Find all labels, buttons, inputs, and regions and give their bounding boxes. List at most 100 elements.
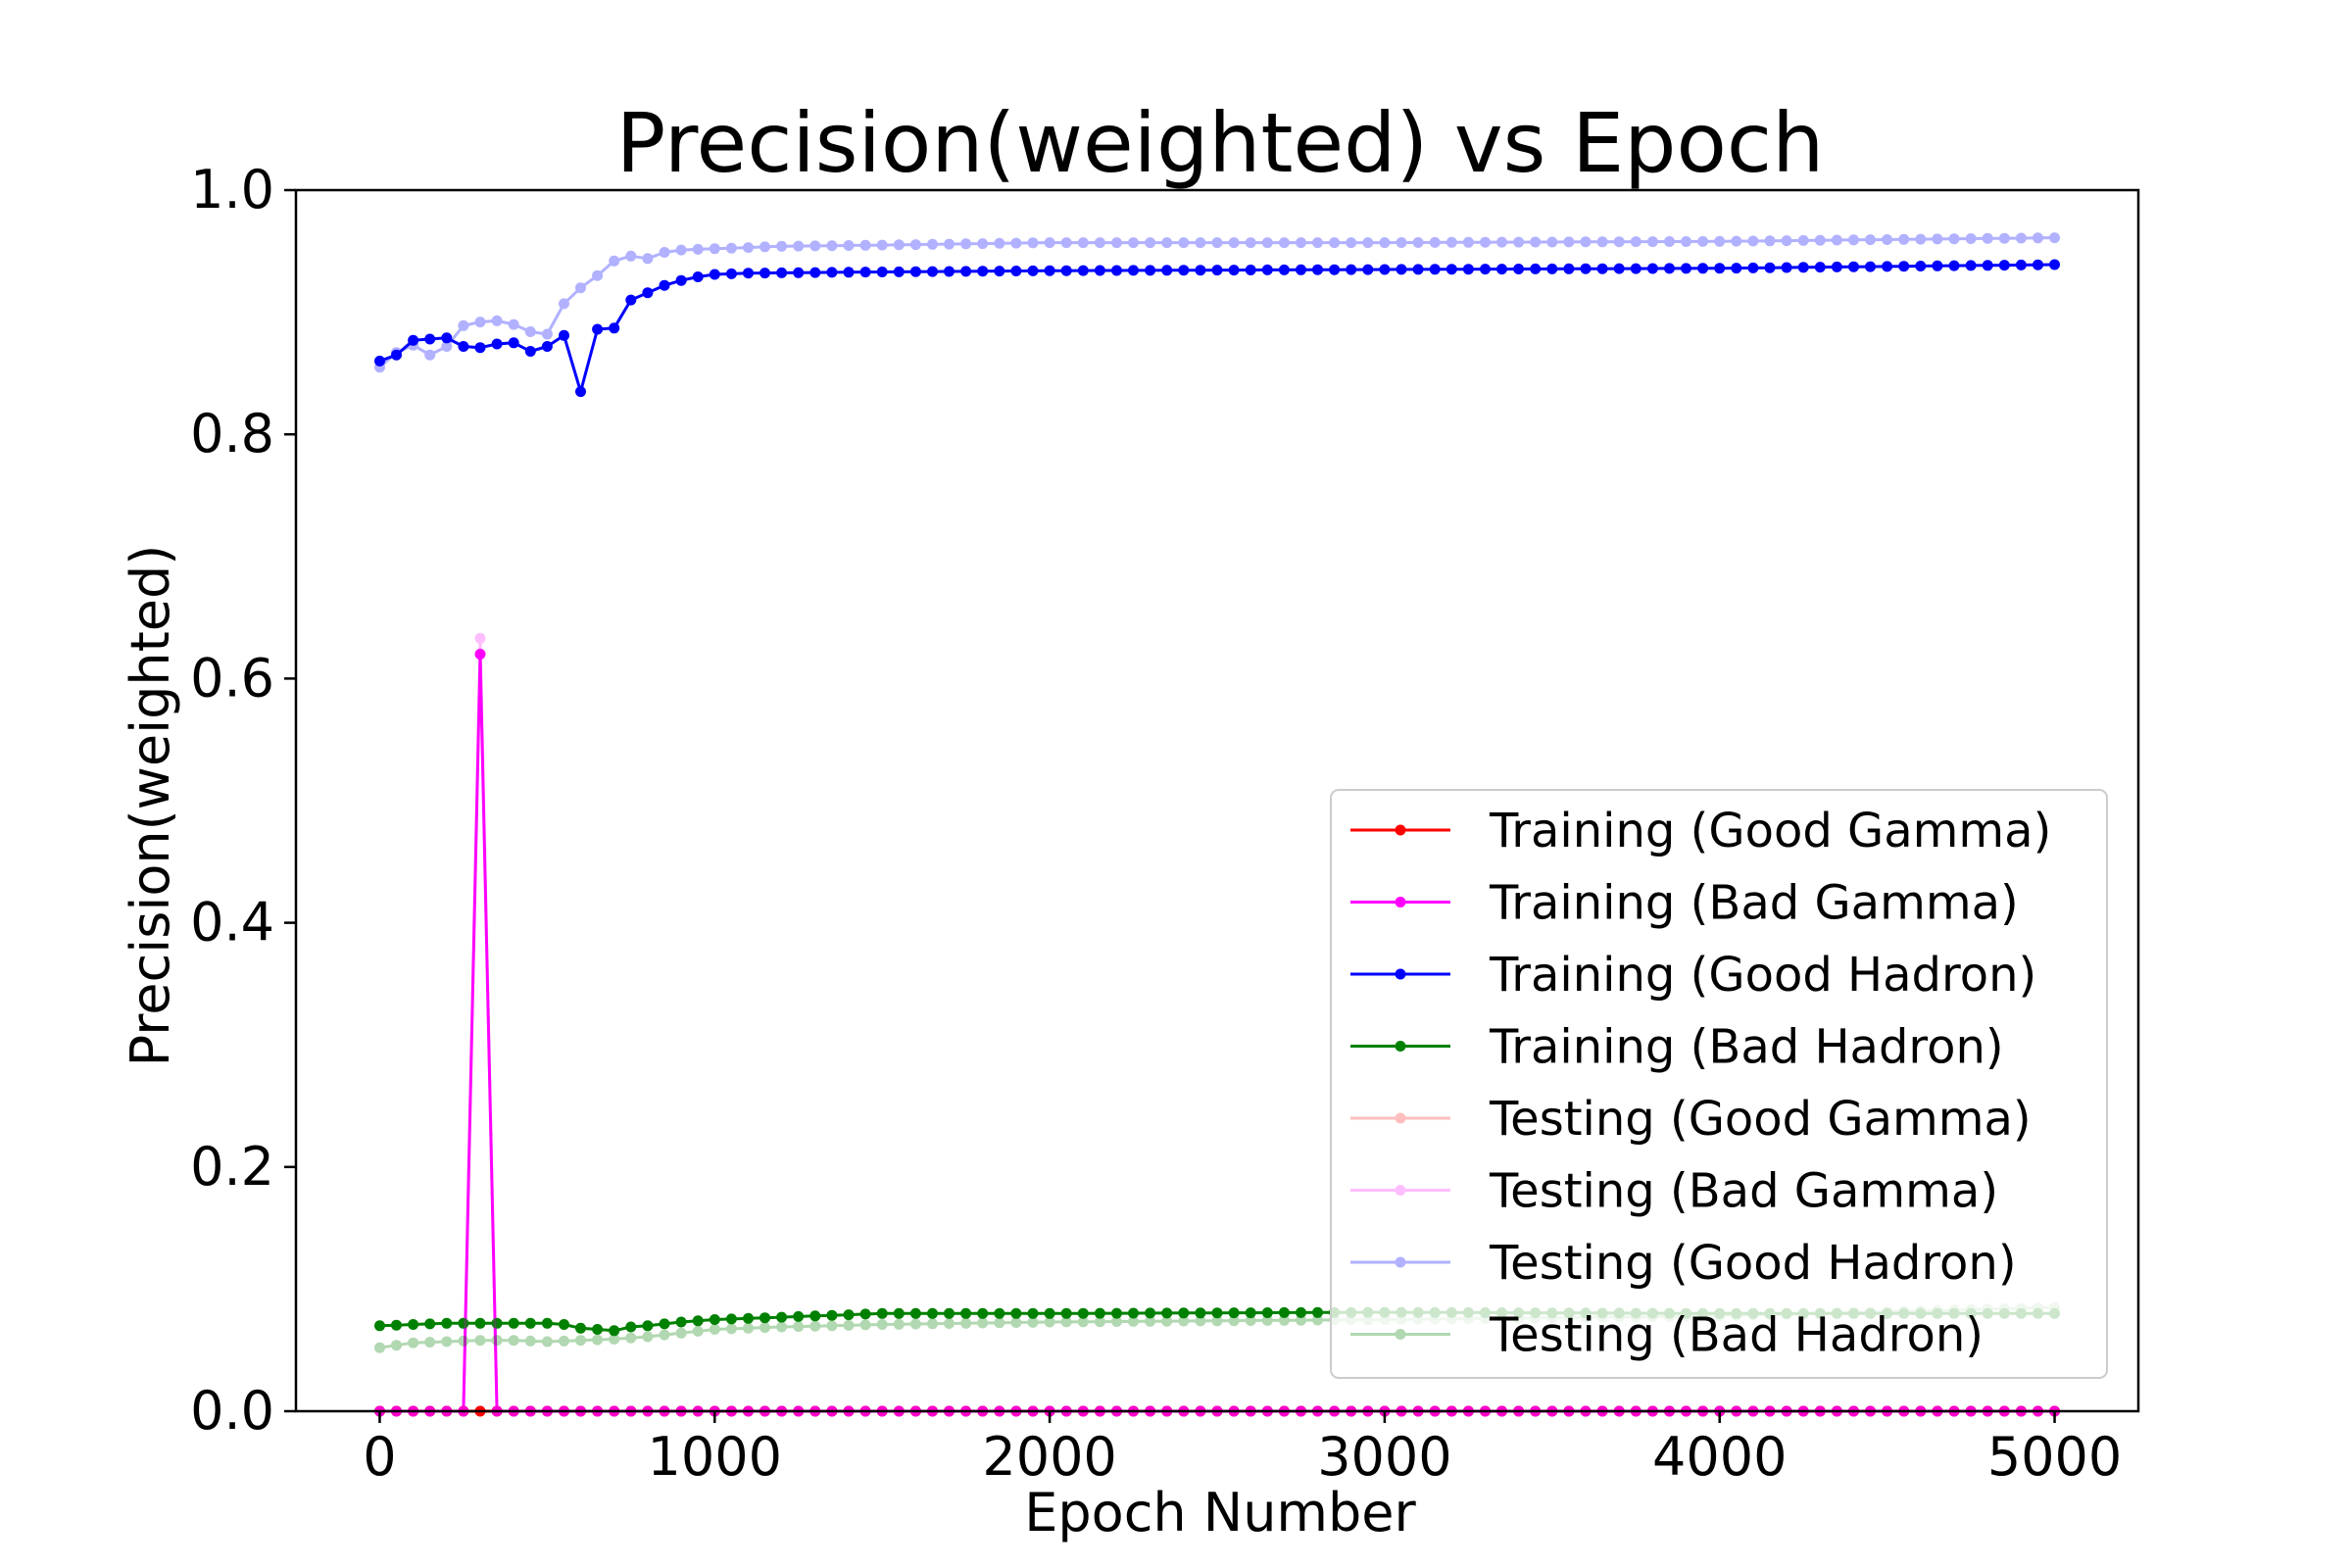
data-point <box>474 649 486 660</box>
data-point <box>1228 1315 1240 1327</box>
data-point <box>1362 237 1374 249</box>
series-line <box>378 236 2055 368</box>
data-point <box>1814 262 1826 273</box>
data-point <box>1296 1306 1306 1318</box>
data-point <box>1228 1307 1240 1319</box>
data-point <box>1882 261 1893 272</box>
data-point <box>1948 260 1960 271</box>
data-point <box>994 266 1005 277</box>
data-point <box>1412 237 1424 248</box>
data-point <box>1513 264 1525 274</box>
data-point <box>1346 264 1357 275</box>
data-point <box>559 298 569 310</box>
data-point <box>391 349 402 361</box>
data-point <box>1027 237 1039 249</box>
data-point <box>1462 264 1474 275</box>
data-point <box>893 1307 905 1319</box>
data-point <box>1865 234 1876 246</box>
data-point <box>592 323 604 335</box>
data-point <box>1060 265 1072 276</box>
legend-item: Training (Bad Hadron) <box>1350 1020 2004 1075</box>
data-point <box>692 243 704 255</box>
legend-item: Testing (Bad Gamma) <box>1350 1164 1998 1219</box>
data-point <box>1211 265 1223 276</box>
data-point <box>625 1332 637 1344</box>
data-point <box>2033 232 2043 244</box>
data-point <box>524 326 536 337</box>
data-point <box>1044 1316 1055 1328</box>
data-point <box>675 1316 687 1328</box>
data-point <box>391 1340 402 1351</box>
data-point <box>977 266 989 277</box>
data-point <box>609 1325 620 1337</box>
data-point <box>1697 235 1709 247</box>
data-point <box>1128 1315 1139 1327</box>
legend-label: Testing (Bad Hadron) <box>1489 1308 1984 1363</box>
data-point <box>725 1313 737 1325</box>
data-point <box>458 341 469 352</box>
data-point <box>1161 1315 1173 1327</box>
data-point <box>1178 1307 1190 1319</box>
legend-label: Testing (Good Hadron) <box>1489 1236 2017 1291</box>
data-point <box>1714 235 1726 247</box>
data-point <box>592 270 604 281</box>
data-point <box>776 1311 788 1323</box>
data-point <box>1563 236 1575 248</box>
data-point <box>1781 262 1792 273</box>
x-tick-label: 2000 <box>982 1426 1116 1488</box>
data-point <box>1111 1307 1122 1319</box>
data-point <box>1027 1316 1039 1328</box>
data-point <box>1094 1307 1105 1319</box>
data-point <box>843 240 855 251</box>
data-point <box>491 1335 503 1347</box>
data-point <box>1111 237 1122 249</box>
data-point <box>1898 261 1910 272</box>
data-point <box>2015 232 2027 244</box>
legend-label: Testing (Bad Gamma) <box>1489 1164 1998 1219</box>
data-point <box>1128 237 1139 249</box>
data-point <box>960 1317 972 1329</box>
data-point <box>1664 236 1675 247</box>
data-point <box>709 1314 720 1325</box>
data-point <box>374 355 385 367</box>
data-point <box>1278 1306 1290 1318</box>
data-point <box>474 317 486 328</box>
data-point <box>843 267 855 278</box>
legend-label: Training (Good Hadron) <box>1489 948 2036 1003</box>
data-point <box>441 1317 453 1329</box>
data-point <box>1646 263 1658 274</box>
data-point <box>944 238 955 250</box>
data-point <box>776 1321 788 1333</box>
data-point <box>1346 237 1357 249</box>
data-point <box>1178 237 1190 249</box>
data-point <box>458 1335 469 1347</box>
legend-swatch <box>1350 1185 1450 1196</box>
data-point <box>1446 264 1457 275</box>
data-point <box>441 332 453 344</box>
data-point <box>424 333 436 345</box>
data-point <box>760 1322 770 1334</box>
data-point <box>743 242 754 254</box>
data-point <box>1932 260 1943 271</box>
data-point <box>1245 265 1256 275</box>
data-point <box>793 267 805 278</box>
data-point <box>1965 233 1977 244</box>
data-point <box>592 1334 604 1346</box>
data-point <box>2015 259 2027 270</box>
data-point <box>659 1318 670 1330</box>
data-point <box>1296 264 1306 275</box>
data-point <box>508 1317 519 1329</box>
data-point <box>859 267 871 278</box>
legend-item: Testing (Bad Hadron) <box>1350 1308 1984 1363</box>
data-point <box>625 250 637 262</box>
data-point <box>876 1307 888 1319</box>
data-point <box>1278 264 1290 275</box>
data-point <box>977 1307 989 1319</box>
data-point <box>1664 263 1675 274</box>
legend-item: Training (Bad Gamma) <box>1350 876 2019 931</box>
data-point <box>1228 265 1240 276</box>
legend-item: Training (Good Gamma) <box>1350 804 2051 858</box>
data-point <box>793 1321 805 1333</box>
data-point <box>843 1309 855 1321</box>
data-point <box>1312 264 1323 275</box>
